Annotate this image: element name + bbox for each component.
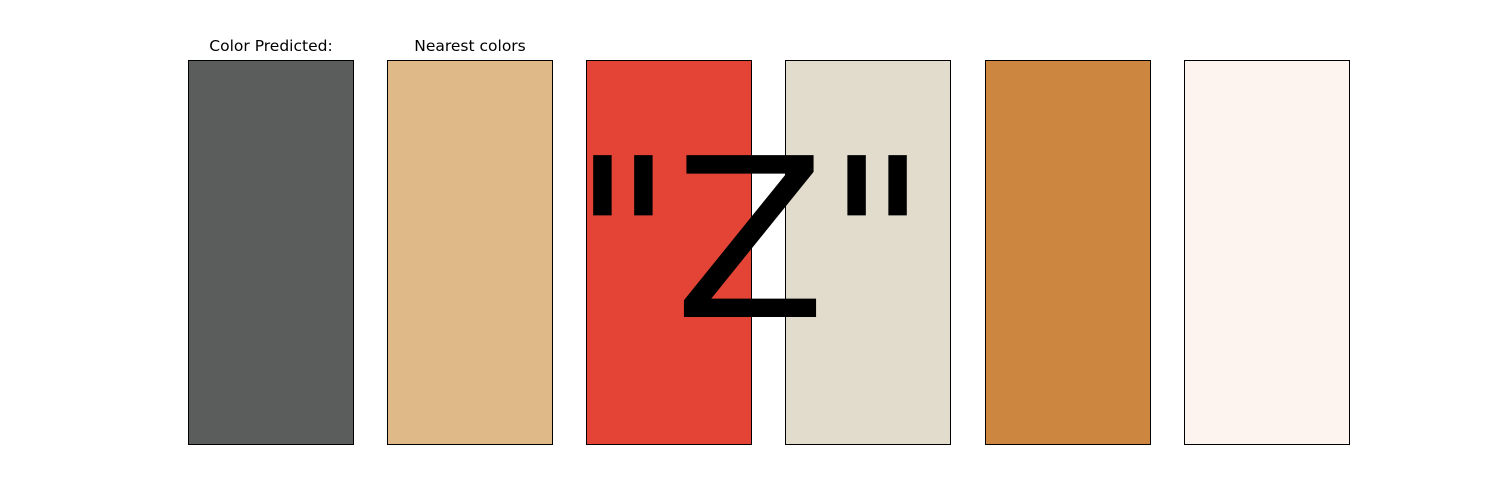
nearest-color-swatch-4 — [985, 60, 1151, 445]
overlay-label: "Z" — [571, 112, 929, 370]
nearest-color-swatch-3 — [785, 60, 951, 445]
predicted-color-swatch — [188, 60, 354, 445]
predicted-title: Color Predicted: — [209, 37, 333, 55]
nearest-color-swatch-5 — [1184, 60, 1350, 445]
nearest-color-swatch-1 — [387, 60, 553, 445]
nearest-title: Nearest colors — [414, 37, 526, 55]
nearest-color-swatch-2 — [586, 60, 752, 445]
